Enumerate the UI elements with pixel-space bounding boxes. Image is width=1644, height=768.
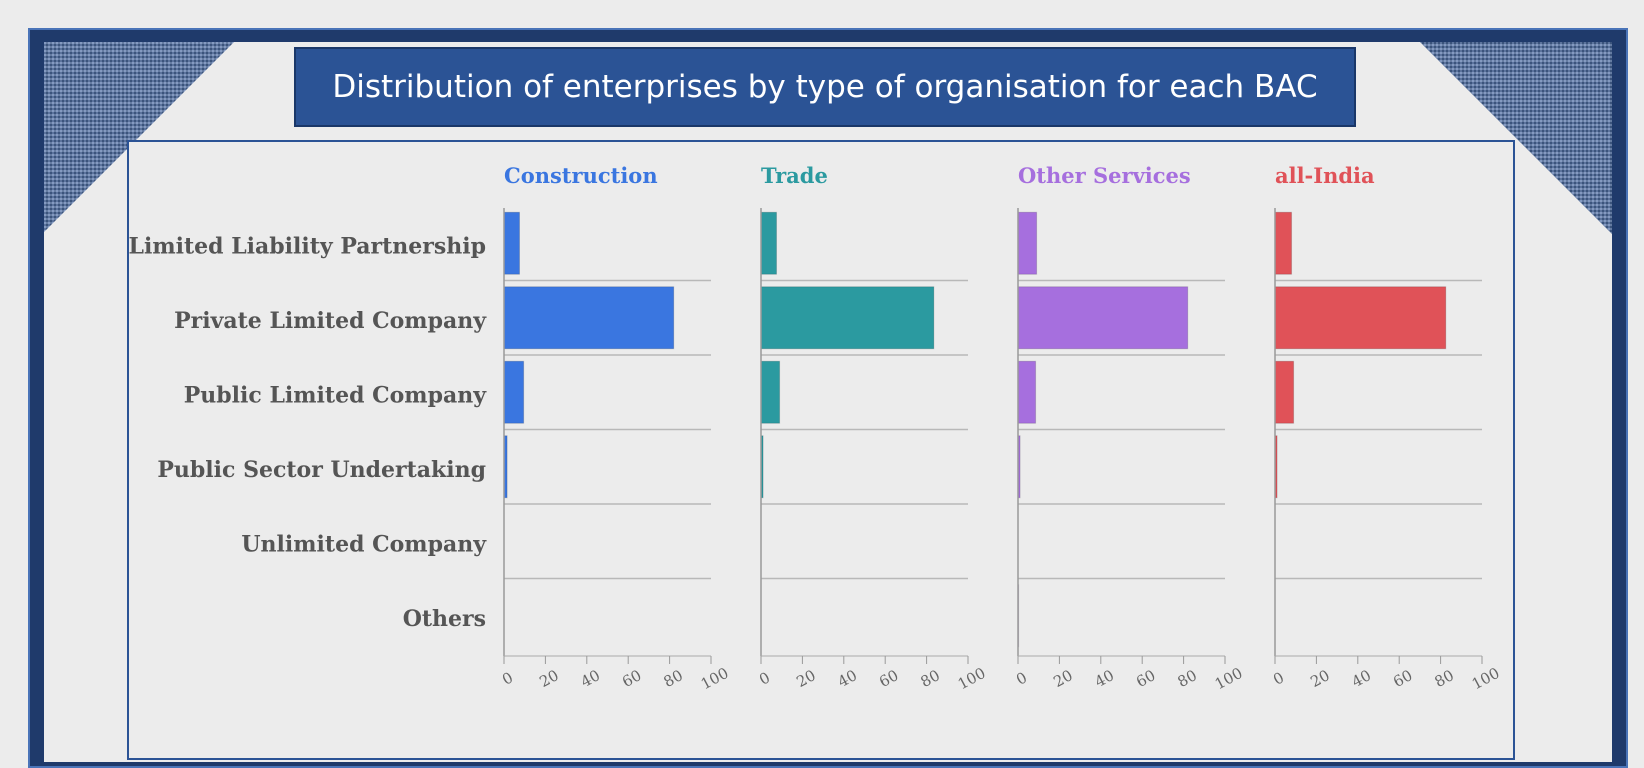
- bar: [1017, 211, 1038, 275]
- category-label: Others: [403, 606, 486, 632]
- small-multiple-other-services: Other Services 0 20 40 60 80 100: [1013, 163, 1245, 693]
- small-multiple-construction: Construction 0 20 40 60 80 100: [499, 163, 731, 693]
- x-tick-label: 20: [793, 666, 818, 691]
- x-tick-label: 20: [1050, 666, 1075, 691]
- panel-title: Trade: [761, 163, 828, 188]
- x-tick-label: 0: [1013, 668, 1030, 688]
- x-tick-label: 20: [536, 666, 561, 691]
- page-title: Distribution of enterprises by type of o…: [294, 47, 1356, 127]
- small-multiple-trade: Trade 0 20 40 60 80 100: [756, 163, 988, 693]
- x-tick-label: 0: [756, 668, 773, 688]
- bar: [760, 286, 935, 350]
- category-label: Limited Liability Partnership: [129, 233, 486, 259]
- x-tick-label: 60: [1133, 666, 1158, 691]
- x-tick-label: 100: [1212, 664, 1246, 693]
- x-tick-label: 40: [835, 666, 860, 691]
- x-tick-label: 60: [1390, 666, 1415, 691]
- x-tick-label: 60: [876, 666, 901, 691]
- bar: [1017, 360, 1037, 424]
- x-tick-label: 100: [955, 664, 989, 693]
- bar: [760, 360, 781, 424]
- x-tick-label: 100: [698, 664, 732, 693]
- x-tick-label: 80: [1432, 666, 1457, 691]
- x-tick-label: 100: [1469, 664, 1503, 693]
- x-tick-label: 0: [499, 668, 516, 688]
- category-label: Unlimited Company: [241, 531, 487, 557]
- bar: [1017, 286, 1189, 350]
- x-tick-label: 40: [1092, 666, 1117, 691]
- category-label: Private Limited Company: [174, 308, 487, 334]
- panel-title: Other Services: [1018, 163, 1191, 188]
- bar: [503, 360, 525, 424]
- bar: [1274, 211, 1293, 275]
- x-tick-label: 40: [578, 666, 603, 691]
- small-multiple-all-india: all-India 0 20 40 60 80 100: [1270, 163, 1502, 693]
- bar: [1274, 360, 1295, 424]
- x-tick-label: 80: [661, 666, 686, 691]
- x-tick-label: 80: [1175, 666, 1200, 691]
- x-tick-label: 0: [1270, 668, 1287, 688]
- bar: [760, 211, 778, 275]
- panel-title: Construction: [504, 163, 658, 188]
- bar-chart: Limited Liability Partnership Private Lim…: [129, 163, 1503, 693]
- panel-title: all-India: [1275, 163, 1375, 188]
- bar: [503, 286, 675, 350]
- x-tick-label: 40: [1349, 666, 1374, 691]
- x-tick-label: 80: [918, 666, 943, 691]
- bar: [1274, 286, 1447, 350]
- x-tick-label: 20: [1307, 666, 1332, 691]
- category-label: Public Limited Company: [184, 382, 487, 408]
- bar: [503, 211, 521, 275]
- x-tick-label: 60: [619, 666, 644, 691]
- category-label: Public Sector Undertaking: [157, 457, 486, 483]
